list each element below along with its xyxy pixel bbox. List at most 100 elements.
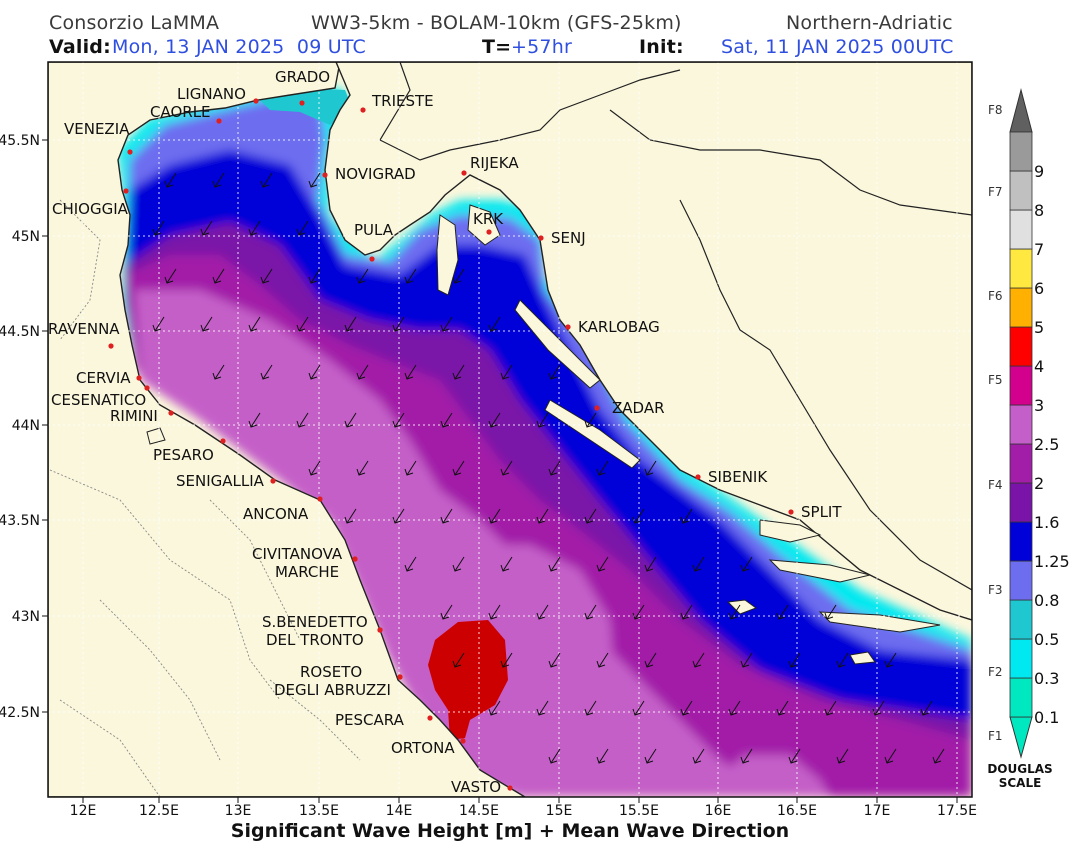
- force-label: F4: [988, 478, 1003, 492]
- city: PESARO: [153, 438, 226, 464]
- wave-arrow: [776, 700, 789, 716]
- force-label: F8: [988, 103, 1003, 117]
- wave-arrow: [308, 460, 321, 476]
- wave-arrow: [260, 364, 273, 380]
- scale-bin-label: 0.3: [1034, 669, 1059, 688]
- wave-arrow: [692, 652, 705, 668]
- wave-arrow: [632, 604, 645, 620]
- valid-value: Mon, 13 JAN 2025 09 UTC: [112, 36, 366, 58]
- model-label: WW3-5km - BOLAM-10km (GFS-25km): [311, 12, 682, 34]
- city-label: SENIGALLIA: [176, 472, 265, 490]
- wave-arrow: [440, 412, 453, 428]
- italy-land: [48, 62, 527, 797]
- wave-arrow: [152, 220, 165, 236]
- wave-arrow: [452, 460, 465, 476]
- city: RIJEKA: [461, 154, 519, 176]
- city-marker: [377, 627, 383, 633]
- lat-lon-grid: [48, 62, 972, 797]
- wave-arrow: [680, 700, 693, 716]
- city-label: CERVIA: [76, 369, 131, 387]
- wave-arrow: [500, 460, 513, 476]
- dalmatian-islands-1: [514, 299, 601, 389]
- city-label: RAVENNA: [48, 320, 120, 338]
- wave-arrow: [824, 700, 837, 716]
- city-label: ORTONA: [391, 739, 455, 757]
- douglas-scale: 0.1 0.3 0.5 0.8 1.25 1.6 2 2.5 3 4 5 6 7 8 9 F1 F2 F3 F4 F5…: [987, 88, 1070, 790]
- wave-arrow: [440, 508, 453, 524]
- city-marker: [486, 229, 492, 235]
- city-marker: [565, 324, 571, 330]
- x-tick-label: 17E: [864, 803, 891, 819]
- scale-bin: [1009, 404, 1033, 445]
- city-label: DEGLI ABRUZZI: [274, 681, 391, 699]
- wave-arrow: [440, 316, 453, 332]
- x-tick-label: 13.5E: [299, 803, 339, 819]
- city-marker: [594, 405, 600, 411]
- city: DEGLI ABRUZZI: [274, 674, 403, 699]
- wave-arrow: [692, 748, 705, 764]
- wave-arrow: [788, 748, 801, 764]
- city: KRK: [473, 210, 504, 235]
- san-marino-island: [146, 427, 166, 445]
- wave-arrow: [440, 604, 453, 620]
- city: KARLOBAG: [565, 318, 660, 336]
- wave-arrow: [596, 652, 609, 668]
- wave-arrow: [728, 700, 741, 716]
- y-tick-label: 43.5N: [0, 513, 40, 529]
- city: SENJ: [538, 229, 586, 247]
- scale-bin: [1009, 560, 1033, 601]
- brac-island: [759, 519, 822, 543]
- city-marker: [461, 170, 467, 176]
- wave-arrow: [164, 172, 177, 188]
- x-tick-label: 14.5E: [459, 803, 499, 819]
- croatia-land: [324, 62, 972, 621]
- wave-arrow: [548, 652, 561, 668]
- wave-arrow: [632, 700, 645, 716]
- wave-arrow: [308, 268, 321, 284]
- wave-arrow: [536, 700, 549, 716]
- wave-arrow: [212, 268, 225, 284]
- force-label: F7: [988, 185, 1003, 199]
- wave-arrow: [164, 268, 177, 284]
- x-tick-label: 16.5E: [777, 803, 817, 819]
- city-marker: [270, 478, 276, 484]
- city: DEL TRONTO: [266, 627, 383, 649]
- city-label: VASTO: [451, 778, 501, 796]
- wave-arrow: [884, 652, 897, 668]
- map-frame: [47, 61, 973, 798]
- scale-bin-label: 8: [1034, 201, 1044, 220]
- wave-arrow: [488, 700, 501, 716]
- scale-bin-label: 2.5: [1034, 435, 1059, 454]
- y-tick-label: 43N: [12, 609, 40, 625]
- city-label: SENJ: [551, 229, 586, 247]
- map-layer: [48, 62, 972, 797]
- wave-arrow: [536, 412, 549, 428]
- city: ORTONA: [391, 738, 466, 757]
- city: CIVITANOVA: [252, 545, 358, 563]
- x-tick-label: 13E: [225, 803, 252, 819]
- y-tick-label: 45.5N: [0, 133, 40, 149]
- city-marker: [299, 100, 305, 106]
- city: VASTO: [451, 778, 513, 796]
- x-tick-label: 14E: [386, 803, 413, 819]
- scale-bin-label: 1.6: [1034, 513, 1059, 532]
- scale-bin-label: 0.1: [1034, 708, 1059, 727]
- scale-bin-label: 2: [1034, 474, 1044, 493]
- city-label: VENEZIA: [64, 120, 130, 138]
- scale-title-1: DOUGLAS: [987, 762, 1052, 776]
- wave-arrow: [536, 508, 549, 524]
- city-marker: [216, 118, 222, 124]
- city-label: S.BENEDETTO: [262, 613, 368, 631]
- wave-arrow: [404, 460, 417, 476]
- city: NOVIGRAD: [322, 165, 416, 183]
- wave-arrow: [584, 700, 597, 716]
- wave-arrow: [452, 364, 465, 380]
- wave-arrow: [596, 556, 609, 572]
- wave-arrow: [488, 412, 501, 428]
- city: GRADO: [275, 68, 330, 106]
- city-label: PESCARA: [335, 711, 405, 729]
- x-tick-label: 12.5E: [139, 803, 179, 819]
- wave-arrow: [680, 508, 693, 524]
- wave-arrow: [500, 652, 513, 668]
- city-marker: [352, 556, 358, 562]
